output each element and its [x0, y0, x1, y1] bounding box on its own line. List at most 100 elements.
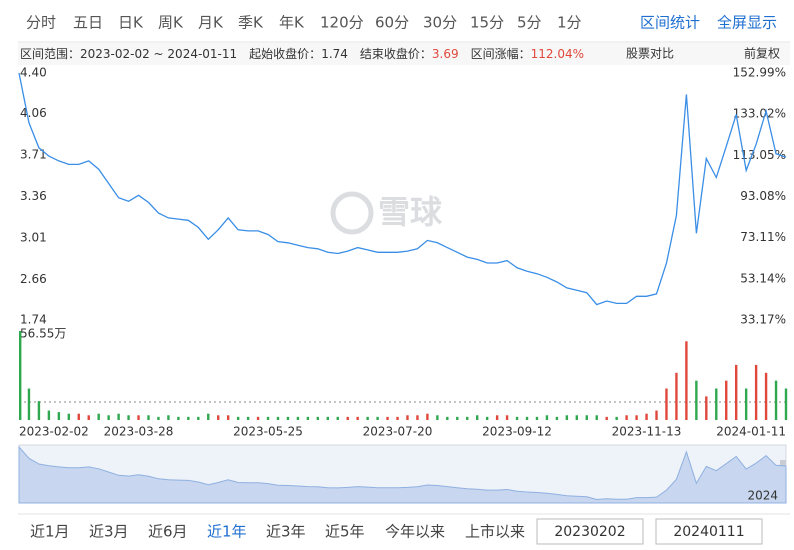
volume-bar [236, 416, 240, 420]
volume-bar [655, 410, 658, 420]
volume-bar [47, 410, 51, 420]
volume-bar [27, 388, 31, 420]
period-tab[interactable]: 月K [198, 14, 224, 32]
x-tick-label: 2024-01-11 [716, 425, 786, 439]
volume-bar [207, 413, 210, 420]
period-tab[interactable]: 120分 [320, 14, 364, 32]
y-tick-label: 4.06 [20, 106, 47, 120]
period-tab[interactable]: 五日 [73, 14, 103, 32]
base-label: 1.74 [20, 313, 47, 327]
volume-bar [296, 416, 300, 420]
range-button[interactable]: 近1月 [30, 523, 70, 541]
y-tick-label: 2.66 [20, 272, 47, 286]
range-button[interactable]: 近1年 [207, 523, 247, 541]
volume-bar [276, 416, 280, 420]
volume-bar [147, 415, 150, 420]
volume-bar [346, 416, 349, 420]
volume-bar [565, 415, 569, 420]
volume-bar [535, 416, 539, 420]
volume-bar [725, 380, 728, 420]
navigator-label: 2024 [747, 489, 778, 503]
volume-bar [197, 416, 200, 420]
period-tab[interactable]: 分时 [26, 14, 56, 32]
y2-tick-label: 152.99% [733, 66, 786, 80]
period-tab[interactable]: 季K [238, 14, 264, 32]
date-input[interactable] [655, 518, 763, 545]
volume-bar [525, 416, 529, 420]
volume-bar [515, 416, 519, 420]
compare-link[interactable]: 股票对比 [626, 47, 674, 61]
volume-bar [784, 388, 788, 420]
tool-link[interactable]: 全屏显示 [717, 14, 777, 32]
volume-bar [495, 415, 499, 420]
volume-bar [406, 415, 409, 420]
price-line [18, 72, 787, 306]
watermark: 雪球 [330, 191, 443, 235]
period-tab[interactable]: 年K [279, 14, 305, 32]
x-tick-label: 2023-09-12 [482, 425, 552, 439]
volume-bar [456, 416, 459, 420]
range-button[interactable]: 今年以来 [385, 523, 445, 541]
range-button[interactable]: 近5年 [325, 523, 365, 541]
volume-bar [605, 416, 608, 420]
period-tab[interactable]: 5分 [517, 14, 542, 32]
period-tab[interactable]: 15分 [470, 14, 504, 32]
period-tab[interactable]: 30分 [423, 14, 457, 32]
volume-bar [396, 416, 399, 420]
x-tick-label: 2023-02-02 [19, 425, 89, 439]
start-value: 1.74 [321, 47, 348, 61]
tool-link[interactable]: 区间统计 [640, 14, 700, 32]
end-value: 3.69 [432, 47, 459, 61]
volume-bar [665, 388, 668, 420]
range-button[interactable]: 上市以来 [465, 523, 525, 541]
adjust-link[interactable]: 前复权 [744, 46, 780, 61]
volume-bar [326, 416, 329, 420]
info-text: 区间范围：2023-02-02 ~ 2024-01-11 起始收盘价：1.74 结束… [20, 46, 584, 61]
watermark-text: 雪球 [378, 193, 443, 231]
volume-bar [426, 413, 429, 420]
info-bar [18, 43, 790, 65]
date-input-text: 20230202 [554, 524, 625, 540]
volume-bar [256, 416, 260, 420]
volume-bar [476, 415, 479, 420]
period-tab[interactable]: 60分 [375, 14, 409, 32]
volume-bar [386, 416, 389, 420]
period-tab[interactable]: 日K [118, 14, 144, 32]
change-value: 112.04% [531, 47, 584, 61]
x-tick-label: 2023-11-13 [612, 425, 682, 439]
range-button[interactable]: 近3月 [89, 523, 129, 541]
volume-bar [77, 413, 80, 420]
y2-tick-label: 53.14% [740, 271, 786, 285]
volume-bar [286, 416, 290, 420]
range-button[interactable]: 近3年 [266, 523, 306, 541]
volume-bar [585, 415, 588, 420]
volume-bar [466, 416, 469, 420]
period-tab[interactable]: 1分 [557, 14, 582, 32]
volume-bar [615, 416, 618, 420]
end-label: 结束收盘价： [360, 46, 432, 61]
volume-bar [764, 372, 768, 420]
volume-bar [117, 413, 120, 420]
volume-bar [87, 415, 90, 420]
volume-tick-label: 56.55万 [20, 327, 66, 341]
volume-bar [595, 415, 598, 420]
volume-bar [416, 415, 419, 420]
volume-bar [107, 415, 110, 420]
volume-bar [446, 416, 449, 420]
volume-bar [545, 415, 549, 420]
x-tick-label: 2023-03-28 [104, 425, 174, 439]
volume-bar [555, 416, 559, 420]
volume-bar [316, 416, 320, 420]
period-tab[interactable]: 周K [158, 14, 184, 32]
volume-bar [485, 416, 489, 420]
volume-bar [97, 413, 100, 420]
date-input[interactable] [536, 518, 644, 545]
volume-bar [376, 416, 379, 420]
volume-bar [19, 331, 22, 420]
y-tick-label: 3.01 [20, 231, 47, 245]
volume-bar [37, 401, 41, 420]
range-button[interactable]: 近6月 [148, 523, 188, 541]
volume-bar [734, 364, 738, 420]
volume-bar [695, 380, 698, 420]
volume-bar [685, 341, 688, 420]
